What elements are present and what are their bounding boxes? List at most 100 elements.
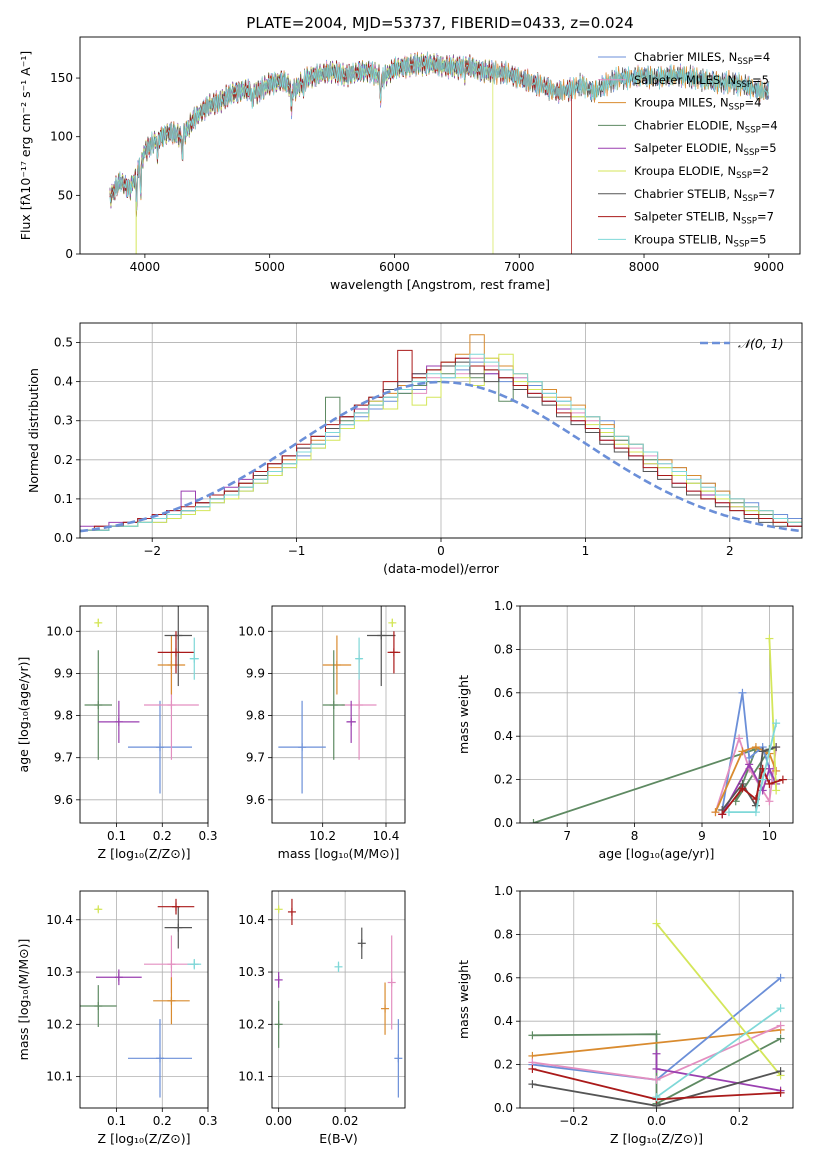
x-tick-label: 10.4 xyxy=(373,829,400,843)
axes-frame xyxy=(271,890,406,1109)
legend-entry-salpeter-elodie: Salpeter ELODIE, NSSP=5 xyxy=(634,141,777,158)
y-tick-label: 0 xyxy=(65,247,73,261)
spectrum-line-kroupa-stelib xyxy=(109,51,770,212)
axes-frame xyxy=(79,605,209,824)
plot-area xyxy=(278,606,401,794)
legend-entry-salpeter-miles: Salpeter MILES, NSSP=5 xyxy=(634,73,769,90)
x-tick-label: 9 xyxy=(698,829,706,843)
y-axis-label: mass weight xyxy=(456,675,471,754)
errorbar-point-chabrier-elodie xyxy=(84,650,112,760)
y-tick-label: 9.9 xyxy=(246,666,265,680)
x-axis-label: Z [log₁₀(Z/Z⊙)] xyxy=(610,1131,703,1146)
y-tick-label: 9.7 xyxy=(54,751,73,765)
y-tick-label: 9.8 xyxy=(246,709,265,723)
weight-series-kroupa-elodie xyxy=(765,634,781,795)
y-tick-label: 100 xyxy=(50,130,73,144)
errorbar-point-chabrier-stelib xyxy=(367,606,396,687)
x-tick-label: 7 xyxy=(563,829,571,843)
y-tick-label: 50 xyxy=(58,188,73,202)
y-tick-label: 0.6 xyxy=(494,971,513,985)
errorbar-point-chabrier-miles xyxy=(278,700,326,794)
x-tick-label: 5000 xyxy=(254,260,285,274)
legend-entry-gaussian: 𝒩(0, 1) xyxy=(738,336,784,351)
legend-entry-kroupa-miles: Kroupa MILES, NSSP=4 xyxy=(634,96,761,113)
x-tick-label: 1 xyxy=(582,544,590,558)
errorbar-point-salpeter-elodie xyxy=(346,700,356,743)
y-tick-label: 10.1 xyxy=(46,1070,73,1084)
plot-area xyxy=(528,919,785,1108)
x-tick-label: 0.1 xyxy=(107,1114,126,1128)
y-tick-label: 0.2 xyxy=(494,773,513,787)
x-tick-label: 0.02 xyxy=(332,1114,359,1128)
y-tick-label: 0.1 xyxy=(54,492,73,506)
errorbar-point-chabrier-miles xyxy=(128,700,192,794)
histogram-kroupa-stelib xyxy=(80,353,802,538)
x-axis-label: mass [log₁₀(M/M⊙)] xyxy=(278,846,400,861)
errorbar-point-kroupa-miles xyxy=(381,982,390,1035)
x-tick-label: 9000 xyxy=(754,260,785,274)
errorbar-point-chabrier-elodie xyxy=(274,1000,283,1048)
plot-area xyxy=(84,606,199,794)
histogram-salpeter-stelib xyxy=(80,349,802,538)
y-tick-label: 10.4 xyxy=(46,913,73,927)
y-axis-label: mass [log₁₀(M/M⊙)] xyxy=(16,939,31,1061)
x-tick-label: 0.3 xyxy=(198,829,217,843)
y-tick-label: 10.0 xyxy=(238,624,265,638)
legend-entry-chabrier-miles: Chabrier MILES, NSSP=4 xyxy=(634,50,770,67)
y-axis-label: age [log₁₀(age/yr)] xyxy=(16,657,31,773)
weight-series-salpeter-miles xyxy=(528,1021,785,1084)
chart-weight-vs-age: 7 8 9 10 0.0 0.2 0.4 0.6 0.8 1.0 age [log₁₀(age/yr… xyxy=(456,599,794,861)
chart-age-vs-z: 0.1 0.2 0.3 9.6 9.7 9.8 9.9 10.0 Z [log₁₀(Z/Z⊙)]… xyxy=(16,605,218,861)
y-tick-label: 10.1 xyxy=(238,1070,265,1084)
y-tick-label: 9.9 xyxy=(54,666,73,680)
errorbar-point-kroupa-miles xyxy=(157,635,186,695)
weight-series-kroupa-stelib xyxy=(652,1004,785,1102)
axes-frame xyxy=(271,605,406,824)
y-tick-label: 9.6 xyxy=(246,793,265,807)
y-tick-label: 0.2 xyxy=(54,453,73,467)
errorbar-point-chabrier-miles xyxy=(394,1019,403,1098)
figure-title: PLATE=2004, MJD=53737, FIBERID=0433, z=0… xyxy=(246,14,633,32)
x-tick-label: 10 xyxy=(762,829,777,843)
errorbar-point-kroupa-stelib xyxy=(189,637,199,680)
errorbar-point-kroupa-elodie xyxy=(94,905,103,914)
y-tick-label: 0.2 xyxy=(494,1058,513,1072)
errorbar-point-kroupa-elodie xyxy=(388,618,397,628)
weight-series-kroupa-elodie xyxy=(652,919,785,1080)
weight-series-kroupa-stelib xyxy=(724,719,781,817)
plot-area xyxy=(109,51,770,254)
y-tick-label: 0.3 xyxy=(54,414,73,428)
x-axis-label: age [log₁₀(age/yr)] xyxy=(599,846,715,861)
chart-age-vs-mass: 10.2 10.4 9.6 9.7 9.8 9.9 10.0 mass [log₁₀(M/M⊙… xyxy=(238,605,406,861)
legend-entry-chabrier-elodie: Chabrier ELODIE, NSSP=4 xyxy=(634,118,778,135)
axes-frame xyxy=(79,890,209,1109)
axes-frame xyxy=(519,605,794,824)
x-tick-label: 0.1 xyxy=(107,829,126,843)
y-tick-label: 10.0 xyxy=(46,624,73,638)
errorbar-point-kroupa-elodie xyxy=(94,618,103,628)
errorbar-point-chabrier-stelib xyxy=(164,906,192,949)
charts-layer: 4000 5000 6000 7000 8000 9000050100150wavelen… xyxy=(16,36,803,1146)
errorbar-point-kroupa-elodie xyxy=(274,905,283,914)
y-axis-label: Normed distribution xyxy=(26,368,41,493)
y-tick-label: 0.4 xyxy=(54,375,73,389)
plot-area xyxy=(80,898,202,1098)
errorbar-point-salpeter-elodie xyxy=(274,972,283,988)
chart-spectrum: 4000 5000 6000 7000 8000 9000 0 50 100 150 wavelen… xyxy=(18,36,801,292)
y-tick-label: 10.3 xyxy=(46,965,73,979)
x-tick-label: 4000 xyxy=(130,260,161,274)
y-axis-label: Flux [fλ10⁻¹⁷ erg cm⁻² s⁻¹ A⁻¹] xyxy=(18,51,33,240)
y-tick-label: 10.3 xyxy=(238,965,265,979)
x-tick-label: 0.2 xyxy=(730,1114,749,1128)
errorbar-point-salpeter-stelib xyxy=(387,631,401,674)
legend-entry-salpeter-stelib: Salpeter STELIB, NSSP=7 xyxy=(634,210,774,227)
y-tick-label: 0.8 xyxy=(494,642,513,656)
legend-entry-kroupa-stelib: Kroupa STELIB, NSSP=5 xyxy=(634,232,766,249)
errorbar-point-chabrier-elodie xyxy=(80,985,117,1027)
errorbar-point-kroupa-miles xyxy=(153,977,190,1025)
x-tick-label: −2 xyxy=(143,544,161,558)
errorbar-point-salpeter-stelib xyxy=(157,631,195,674)
x-tick-label: 0 xyxy=(437,544,445,558)
axes-frame xyxy=(79,36,801,255)
